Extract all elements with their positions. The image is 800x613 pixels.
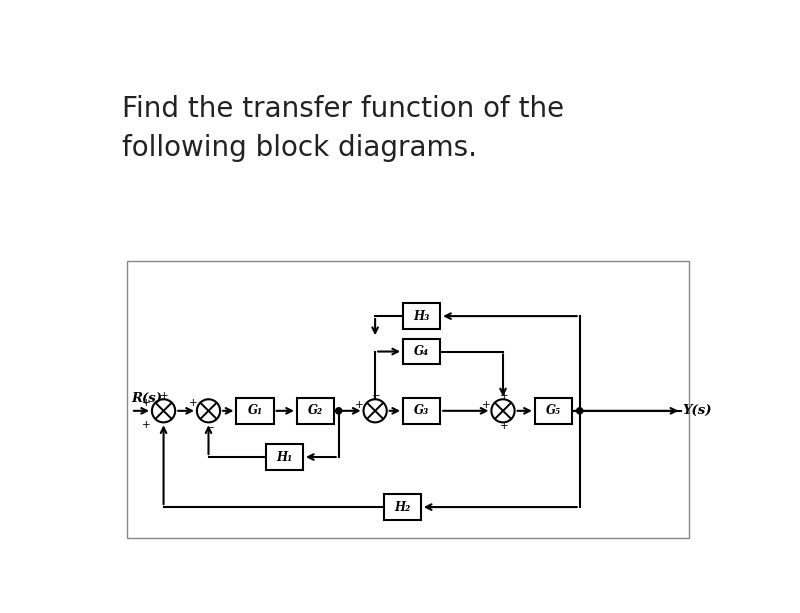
- Bar: [534, 398, 572, 424]
- Text: G₄: G₄: [414, 345, 429, 358]
- Text: G₁: G₁: [247, 405, 262, 417]
- Text: Find the transfer function of the: Find the transfer function of the: [122, 95, 564, 123]
- Bar: [403, 339, 440, 364]
- Text: +: +: [189, 398, 198, 408]
- Text: G₃: G₃: [414, 405, 429, 417]
- Text: −: −: [371, 391, 380, 401]
- Text: Y(s): Y(s): [682, 405, 712, 417]
- Text: +: +: [499, 421, 508, 431]
- Bar: [266, 444, 303, 470]
- Bar: [403, 303, 440, 329]
- Bar: [297, 398, 334, 424]
- Text: +: +: [160, 391, 169, 401]
- Text: +: +: [499, 391, 508, 401]
- Text: G₂: G₂: [308, 405, 323, 417]
- Bar: [237, 398, 274, 424]
- Bar: [384, 494, 421, 520]
- Text: −: −: [206, 423, 214, 433]
- Circle shape: [491, 399, 514, 422]
- Bar: [127, 261, 689, 538]
- Circle shape: [335, 408, 342, 414]
- Circle shape: [197, 399, 220, 422]
- Circle shape: [577, 408, 583, 414]
- Text: +: +: [354, 400, 363, 409]
- Bar: [403, 398, 440, 424]
- Circle shape: [152, 399, 175, 422]
- Text: +: +: [142, 420, 151, 430]
- Text: following block diagrams.: following block diagrams.: [122, 134, 477, 162]
- Text: +: +: [142, 398, 151, 408]
- Circle shape: [363, 399, 386, 422]
- Text: +: +: [482, 400, 491, 409]
- Text: R(s): R(s): [131, 392, 162, 405]
- Text: G₅: G₅: [546, 405, 561, 417]
- Text: H₁: H₁: [276, 451, 293, 463]
- Text: H₃: H₃: [414, 310, 430, 322]
- Text: H₂: H₂: [394, 501, 410, 514]
